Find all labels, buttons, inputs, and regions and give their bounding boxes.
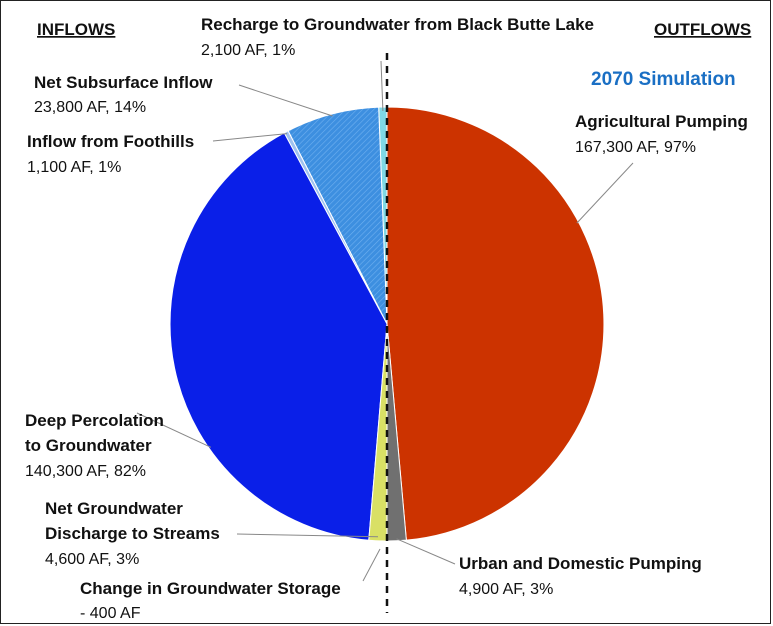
label-streams-value: 4,600 AF, 3% bbox=[45, 551, 139, 568]
leader-urban bbox=[396, 538, 456, 565]
leader-foothills bbox=[212, 133, 288, 142]
pie-slices bbox=[169, 106, 605, 542]
chart-title: 2070 Simulation bbox=[591, 69, 736, 90]
leader-black-butte bbox=[380, 60, 384, 112]
label-foothills-value: 1,100 AF, 1% bbox=[27, 159, 121, 176]
label-black-butte-value: 2,100 AF, 1% bbox=[201, 42, 295, 59]
label-storage-value: - 400 AF bbox=[80, 605, 141, 622]
slice-agricultural-pumping bbox=[386, 106, 605, 541]
label-urban-title: Urban and Domestic Pumping bbox=[459, 554, 702, 573]
label-streams-line2: Discharge to Streams bbox=[45, 524, 220, 543]
leader-ag-pumping bbox=[576, 162, 634, 224]
leader-subsurface bbox=[238, 84, 333, 117]
label-deep-perc-line2: to Groundwater bbox=[25, 436, 152, 455]
leader-storage bbox=[362, 548, 381, 582]
leader-lines bbox=[136, 60, 634, 582]
inflows-header: INFLOWS bbox=[37, 20, 115, 39]
label-deep-perc-line1: Deep Percolation bbox=[25, 411, 164, 430]
label-urban-value: 4,900 AF, 3% bbox=[459, 581, 553, 598]
label-ag-pumping-title: Agricultural Pumping bbox=[575, 112, 748, 131]
label-ag-pumping-value: 167,300 AF, 97% bbox=[575, 139, 696, 156]
slice-deep-percolation-to-groundwater bbox=[169, 132, 388, 541]
label-deep-perc-value: 140,300 AF, 82% bbox=[25, 463, 146, 480]
label-storage-title: Change in Groundwater Storage bbox=[80, 579, 341, 598]
label-black-butte-title: Recharge to Groundwater from Black Butte… bbox=[201, 15, 594, 34]
leader-streams bbox=[236, 533, 379, 538]
label-subsurface-value: 23,800 AF, 14% bbox=[34, 99, 146, 116]
leader-deep-percolation bbox=[136, 412, 212, 448]
label-foothills-title: Inflow from Foothills bbox=[27, 132, 194, 151]
outflows-header: OUTFLOWS bbox=[654, 20, 751, 39]
label-streams-line1: Net Groundwater bbox=[45, 499, 183, 518]
label-subsurface-title: Net Subsurface Inflow bbox=[34, 73, 213, 92]
